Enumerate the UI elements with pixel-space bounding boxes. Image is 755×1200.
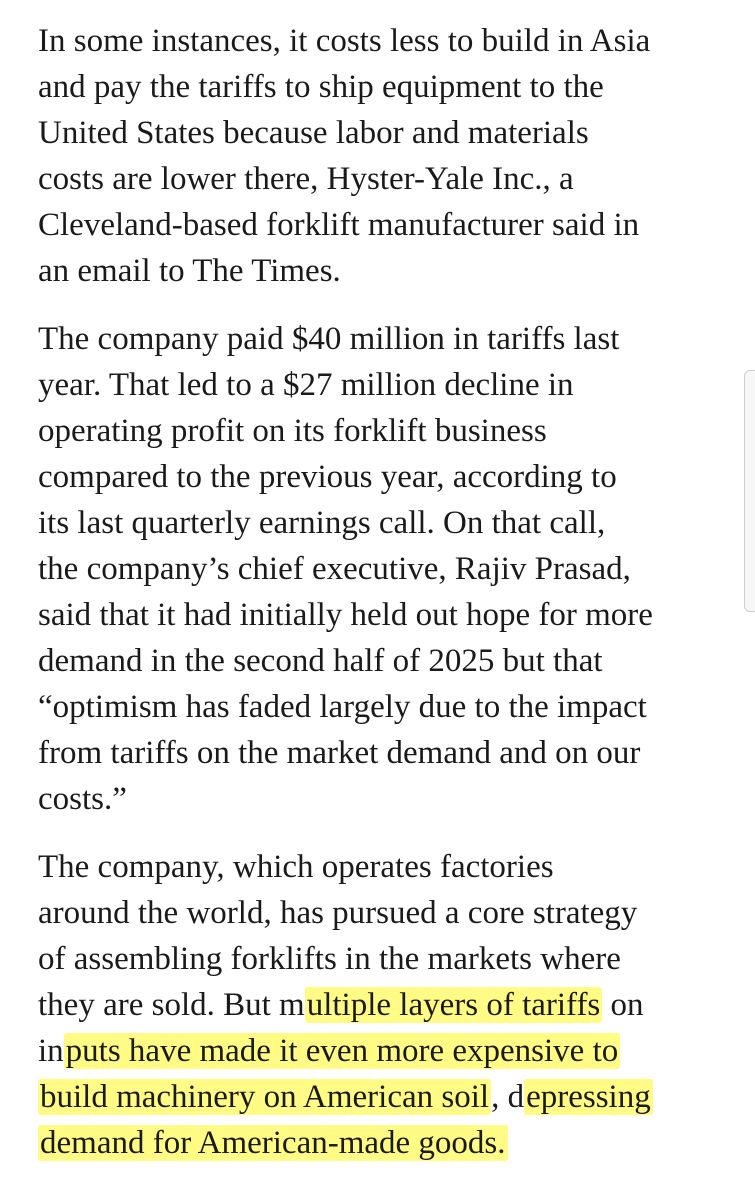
text-line: an email to The Times. xyxy=(38,253,341,289)
text-line: operating profit on its forklift busines… xyxy=(38,413,547,449)
highlighted-text: ultiple layers of tariffs xyxy=(304,987,603,1023)
text-line: build machinery on American soil, depres… xyxy=(38,1074,728,1120)
plain-text: in xyxy=(38,1033,64,1069)
text-line: its last quarterly earnings call. On tha… xyxy=(38,505,606,541)
text-line: compared to the previous year, according… xyxy=(38,459,617,495)
scrollbar[interactable] xyxy=(744,370,755,612)
text-line: of assembling forklifts in the markets w… xyxy=(38,941,621,977)
plain-text: , d xyxy=(491,1079,525,1115)
text-line: “optimism has faded largely due to the i… xyxy=(38,689,647,725)
paragraph-3: The company, which operates factories ar… xyxy=(38,844,728,1166)
text-line: The company, which operates factories xyxy=(38,849,554,885)
highlighted-text: demand for American-made goods. xyxy=(38,1125,508,1161)
text-line: costs are lower there, Hyster-Yale Inc.,… xyxy=(38,161,574,197)
text-line: the company’s chief executive, Rajiv Pra… xyxy=(38,551,631,587)
text-line: and pay the tariffs to ship equipment to… xyxy=(38,69,604,105)
text-line: The company paid $40 million in tariffs … xyxy=(38,321,620,357)
text-line: they are sold. But multiple layers of ta… xyxy=(38,982,728,1028)
highlighted-text: epressing xyxy=(524,1079,653,1115)
text-line: said that it had initially held out hope… xyxy=(38,597,653,633)
text-line: demand in the second half of 2025 but th… xyxy=(38,643,603,679)
text-line: costs.” xyxy=(38,781,127,817)
plain-text: on xyxy=(602,987,644,1023)
paragraph-1: In some instances, it costs less to buil… xyxy=(38,18,728,294)
plain-text: they are sold. But m xyxy=(38,987,305,1023)
text-line: Cleveland-based forklift manufacturer sa… xyxy=(38,207,640,243)
highlighted-text: puts have made it even more expensive to xyxy=(63,1033,621,1069)
text-line: around the world, has pursued a core str… xyxy=(38,895,638,931)
paragraph-2: The company paid $40 million in tariffs … xyxy=(38,316,728,822)
text-line: from tariffs on the market demand and on… xyxy=(38,735,641,771)
text-line: inputs have made it even more expensive … xyxy=(38,1028,728,1074)
highlighted-text: build machinery on American soil xyxy=(38,1079,492,1115)
text-line: demand for American-made goods. xyxy=(38,1120,728,1166)
text-line: In some instances, it costs less to buil… xyxy=(38,23,651,59)
article-body: In some instances, it costs less to buil… xyxy=(38,18,728,1188)
text-line: year. That led to a $27 million decline … xyxy=(38,367,574,403)
text-line: United States because labor and material… xyxy=(38,115,589,151)
